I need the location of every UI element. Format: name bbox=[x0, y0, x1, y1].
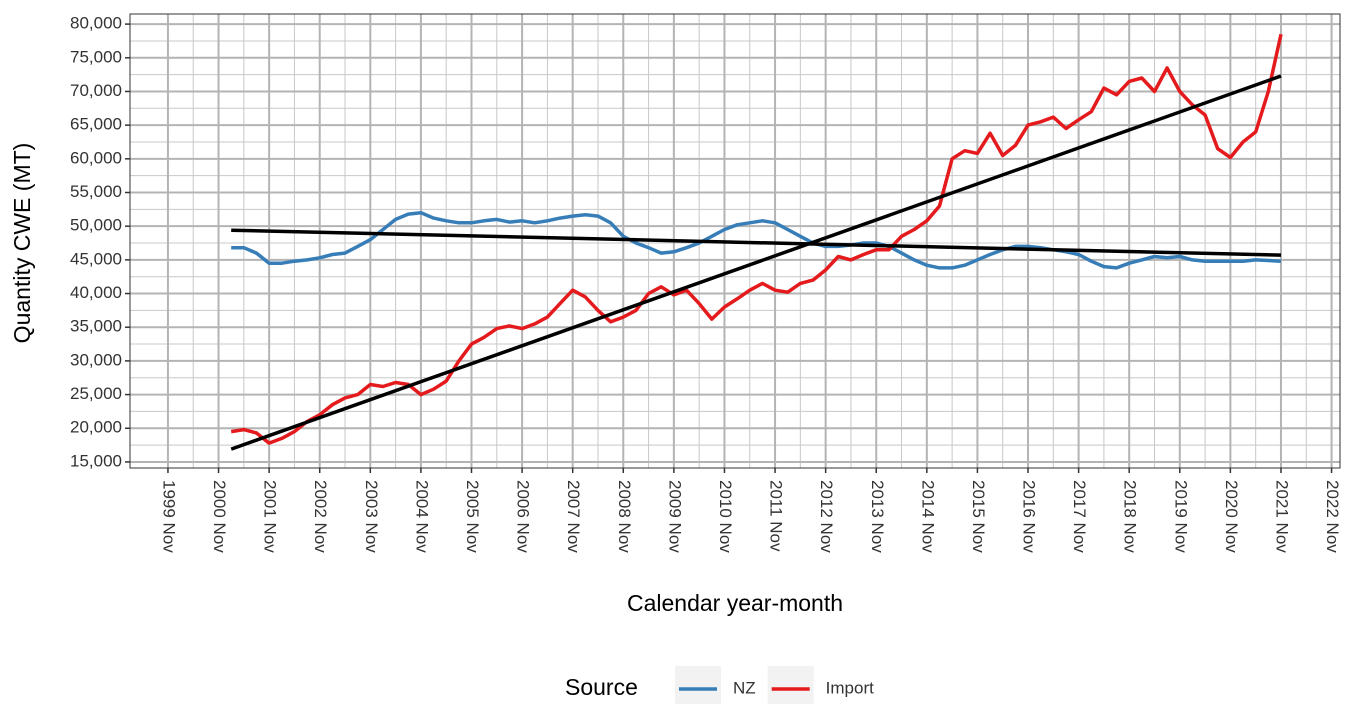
trend-line bbox=[231, 228, 1282, 257]
x-tick-label: 2013 Nov bbox=[868, 480, 887, 553]
y-tick-label: 65,000 bbox=[70, 115, 122, 134]
x-tick-label: 2014 Nov bbox=[918, 480, 937, 553]
y-tick-label: 20,000 bbox=[70, 418, 122, 437]
x-tick-label: 2016 Nov bbox=[1020, 480, 1039, 553]
x-tick-label: 2001 Nov bbox=[261, 480, 280, 553]
x-tick-label: 2004 Nov bbox=[412, 480, 431, 553]
legend-title: Source bbox=[565, 674, 638, 700]
x-tick-label: 2015 Nov bbox=[969, 480, 988, 553]
x-tick-label: 2009 Nov bbox=[665, 480, 684, 553]
legend-label: NZ bbox=[733, 678, 756, 697]
y-tick-label: 15,000 bbox=[70, 451, 122, 470]
x-tick-label: 2007 Nov bbox=[564, 480, 583, 553]
y-tick-label: 35,000 bbox=[70, 317, 122, 336]
y-tick-label: 40,000 bbox=[70, 283, 122, 302]
x-tick-label: 2011 Nov bbox=[767, 480, 786, 552]
x-tick-label: 2021 Nov bbox=[1272, 480, 1291, 553]
x-tick-label: 2003 Nov bbox=[362, 480, 381, 553]
x-tick-label: 2020 Nov bbox=[1222, 480, 1241, 553]
x-tick-label: 2012 Nov bbox=[817, 480, 836, 553]
x-tick-label: 2018 Nov bbox=[1121, 480, 1140, 553]
y-tick-label: 50,000 bbox=[70, 216, 122, 235]
x-tick-label: 2010 Nov bbox=[716, 480, 735, 553]
x-tick-label: 1999 Nov bbox=[159, 480, 178, 553]
y-tick-label: 30,000 bbox=[70, 350, 122, 369]
x-tick-label: 2006 Nov bbox=[514, 480, 533, 553]
x-tick-label: 2008 Nov bbox=[615, 480, 634, 553]
y-tick-label: 25,000 bbox=[70, 384, 122, 403]
x-axis-title: Calendar year-month bbox=[627, 590, 843, 616]
trend-line bbox=[230, 74, 1282, 451]
y-tick-label: 60,000 bbox=[70, 148, 122, 167]
x-tick-label: 2017 Nov bbox=[1070, 480, 1089, 553]
panel-border bbox=[129, 13, 1341, 469]
y-tick-label: 70,000 bbox=[70, 81, 122, 100]
x-tick-label: 2022 Nov bbox=[1323, 480, 1342, 553]
legend-label: Import bbox=[826, 678, 874, 697]
x-tick-label: 2002 Nov bbox=[311, 480, 330, 553]
legend-key bbox=[767, 666, 814, 704]
y-axis-title: Quantity CWE (MT) bbox=[9, 143, 35, 344]
x-tick-label: 2019 Nov bbox=[1171, 480, 1190, 553]
x-tick-label: 2005 Nov bbox=[463, 480, 482, 553]
y-tick-label: 75,000 bbox=[70, 47, 122, 66]
series-line bbox=[231, 210, 1282, 270]
y-tick-label: 55,000 bbox=[70, 182, 122, 201]
legend-key bbox=[675, 666, 721, 704]
y-tick-label: 45,000 bbox=[70, 249, 122, 268]
x-tick-label: 2000 Nov bbox=[210, 480, 229, 553]
series-line bbox=[230, 33, 1283, 445]
y-tick-label: 80,000 bbox=[70, 14, 122, 33]
